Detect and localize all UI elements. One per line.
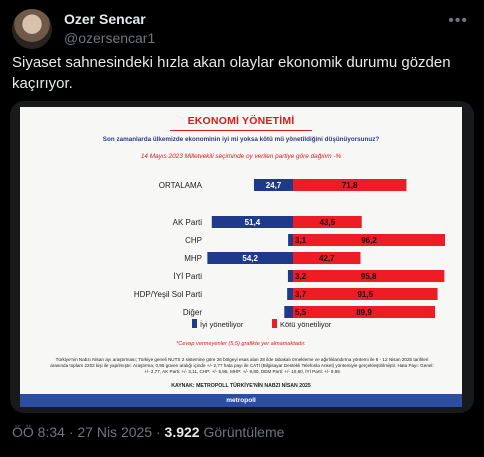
- data-label-iyi: 5,5: [295, 308, 307, 317]
- legend-label-iyi: İyi yönetiliyor: [200, 320, 244, 329]
- tweet-media[interactable]: EKONOMİ YÖNETİMİ Son zamanlarda ülkemizd…: [10, 101, 474, 413]
- tweet-time[interactable]: ÖÖ 8:34: [12, 424, 65, 440]
- category-label: Diğer: [183, 308, 202, 317]
- data-label-iyi: 3,7: [295, 290, 307, 299]
- data-label-iyi: 24,7: [266, 181, 282, 190]
- author-handle[interactable]: @ozersencar1: [64, 30, 156, 46]
- author-name[interactable]: Ozer Sencar: [64, 11, 146, 27]
- data-label-kotu: 96,2: [361, 236, 377, 245]
- chart-image: EKONOMİ YÖNETİMİ Son zamanlarda ülkemizd…: [20, 107, 462, 407]
- category-label: HDP/Yeşil Sol Parti: [134, 290, 202, 299]
- category-label: İYİ Parti: [174, 272, 203, 281]
- data-label-kotu: 91,5: [357, 290, 373, 299]
- bar-iyi: [288, 234, 293, 246]
- chart-methodology: Türkiye'nin Nabzı Nisan ayı araştırması;…: [50, 357, 434, 374]
- avatar[interactable]: [12, 9, 52, 49]
- more-icon[interactable]: •••: [448, 12, 468, 29]
- chart-subtitle: 14 Mayıs 2023 Milletvekili seçiminde oy …: [140, 153, 342, 160]
- chart-note: *Cevap vermeyenler (5,5) grafikte yer al…: [176, 341, 306, 347]
- data-label-kotu: 43,5: [320, 218, 336, 227]
- bar-kotu: [293, 252, 361, 264]
- bar-iyi: [253, 179, 293, 191]
- bar-chart: ORTALAMA 24,7 71,8 AK Parti 51,4 43,5 CHP 3,1 96…: [134, 179, 445, 318]
- data-label-kotu: 42,7: [319, 254, 335, 263]
- bar-kotu: [293, 234, 445, 246]
- meta-separator: ·: [155, 424, 161, 440]
- bar-kotu: [293, 288, 438, 300]
- bar-iyi: [284, 306, 293, 318]
- chart-source: KAYNAK: METROPOLL TÜRKİYE'NİN NABZI NİSA…: [171, 383, 311, 389]
- data-label-kotu: 71,8: [342, 181, 358, 190]
- bar-kotu: [293, 270, 445, 282]
- data-label-iyi: 3,2: [295, 272, 307, 281]
- tweet-text: Siyaset sahnesindeki hızla akan olaylar …: [12, 54, 451, 92]
- view-count: 3.922: [164, 424, 200, 440]
- category-label: AK Parti: [173, 218, 203, 227]
- data-label-iyi: 3,1: [295, 236, 307, 245]
- bar-iyi: [211, 216, 293, 228]
- meta-separator: ·: [68, 424, 74, 440]
- bar-kotu: [293, 216, 362, 228]
- data-label-iyi: 54,2: [242, 254, 258, 263]
- category-label: MHP: [184, 254, 202, 263]
- category-label: CHP: [185, 236, 202, 245]
- legend-label-kotu: Kötü yönetiliyor: [280, 320, 332, 329]
- bar-kotu: [293, 306, 436, 318]
- chart-title: EKONOMİ YÖNETİMİ: [187, 115, 295, 127]
- legend-swatch-iyi: [192, 319, 197, 328]
- bar-iyi: [207, 252, 293, 264]
- chart-brand: metropoll: [20, 394, 462, 407]
- legend-swatch-kotu: [272, 319, 277, 328]
- data-label-kotu: 95,8: [361, 272, 377, 281]
- view-label: Görüntüleme: [203, 424, 285, 440]
- chart-question: Son zamanlarda ülkemizde ekonominin iyi …: [102, 136, 380, 143]
- data-label-kotu: 89,9: [356, 308, 372, 317]
- category-label: ORTALAMA: [159, 181, 203, 190]
- bar-iyi: [287, 270, 293, 282]
- title-underline: [170, 130, 312, 131]
- bar-kotu: [293, 179, 407, 191]
- tweet-meta: ÖÖ 8:34 · 27 Nis 2025 · 3.922 Görüntülem…: [12, 424, 284, 440]
- bar-iyi: [287, 288, 293, 300]
- tweet-date[interactable]: 27 Nis 2025: [77, 424, 153, 440]
- data-label-iyi: 51,4: [245, 218, 261, 227]
